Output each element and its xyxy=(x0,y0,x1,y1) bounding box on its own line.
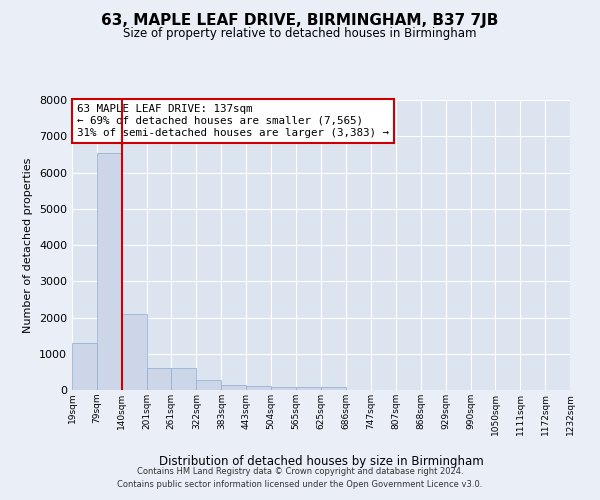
Bar xyxy=(196,380,221,390)
Bar xyxy=(321,387,346,390)
Text: Contains HM Land Registry data © Crown copyright and database right 2024.
Contai: Contains HM Land Registry data © Crown c… xyxy=(118,468,482,489)
Bar xyxy=(72,343,97,390)
Text: Size of property relative to detached houses in Birmingham: Size of property relative to detached ho… xyxy=(123,28,477,40)
Bar xyxy=(147,368,172,390)
Text: 63, MAPLE LEAF DRIVE, BIRMINGHAM, B37 7JB: 63, MAPLE LEAF DRIVE, BIRMINGHAM, B37 7J… xyxy=(101,12,499,28)
Bar xyxy=(246,386,271,390)
Text: 63 MAPLE LEAF DRIVE: 137sqm
← 69% of detached houses are smaller (7,565)
31% of : 63 MAPLE LEAF DRIVE: 137sqm ← 69% of det… xyxy=(77,104,389,138)
Text: Distribution of detached houses by size in Birmingham: Distribution of detached houses by size … xyxy=(158,454,484,468)
Bar xyxy=(221,385,246,390)
Y-axis label: Number of detached properties: Number of detached properties xyxy=(23,158,34,332)
Bar xyxy=(296,388,321,390)
Bar xyxy=(97,152,122,390)
Bar xyxy=(122,314,147,390)
Bar xyxy=(271,386,296,390)
Bar xyxy=(172,368,196,390)
